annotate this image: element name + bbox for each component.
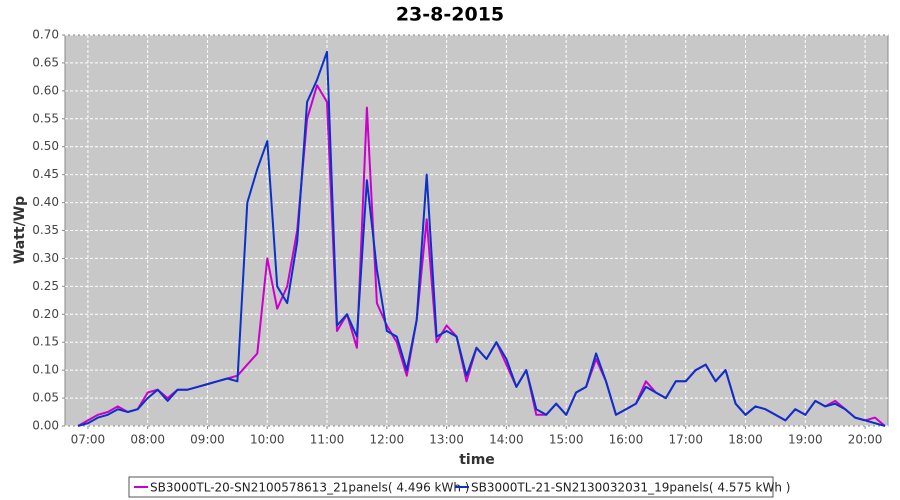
y-tick-label: 0.55 <box>32 111 59 125</box>
legend <box>128 476 774 498</box>
chart-title: 23-8-2015 <box>396 4 504 26</box>
x-tick-label: 14:00 <box>489 433 524 447</box>
x-tick-label: 19:00 <box>788 433 823 447</box>
y-tick-label: 0.00 <box>32 419 59 433</box>
grid <box>65 34 888 427</box>
y-tick-label: 0.50 <box>32 139 59 153</box>
lines <box>77 50 886 427</box>
y-tick-label: 0.05 <box>32 391 59 405</box>
y-tick-label: 0.30 <box>32 251 59 265</box>
x-tick-label: 10:00 <box>250 433 285 447</box>
x-tick-label: 15:00 <box>549 433 584 447</box>
y-tick-label: 0.35 <box>32 223 59 237</box>
x-tick-label: 11:00 <box>310 433 345 447</box>
y-tick-label: 0.60 <box>32 83 59 97</box>
y-tick-label: 0.65 <box>32 55 59 69</box>
x-tick-label: 07:00 <box>71 433 106 447</box>
x-tick-label: 09:00 <box>190 433 225 447</box>
x-axis-label: time <box>459 452 495 468</box>
x-tick-label: 12:00 <box>370 433 405 447</box>
x-tick-label: 18:00 <box>728 433 763 447</box>
y-tick-label: 0.70 <box>32 28 59 42</box>
y-tick-label: 0.45 <box>32 167 59 181</box>
y-tick-label: 0.15 <box>32 335 59 349</box>
y-tick-label: 0.10 <box>32 363 59 377</box>
y-tick-label: 0.25 <box>32 279 59 293</box>
legend-label: SB3000TL-21-SN2130032031_19panels( 4.575… <box>471 481 790 495</box>
x-tick-label: 13:00 <box>429 433 464 447</box>
x-tick-label: 17:00 <box>668 433 703 447</box>
x-tick-label: 08:00 <box>130 433 165 447</box>
x-tick-label: 20:00 <box>848 433 883 447</box>
y-tick-label: 0.20 <box>32 307 59 321</box>
x-tick-label: 16:00 <box>609 433 644 447</box>
y-axis-label: Watt/Wp <box>12 196 28 264</box>
legend-label: SB3000TL-20-SN2100578613_21panels( 4.496… <box>150 481 469 495</box>
series-line <box>77 50 886 427</box>
y-tick-label: 0.40 <box>32 195 59 209</box>
